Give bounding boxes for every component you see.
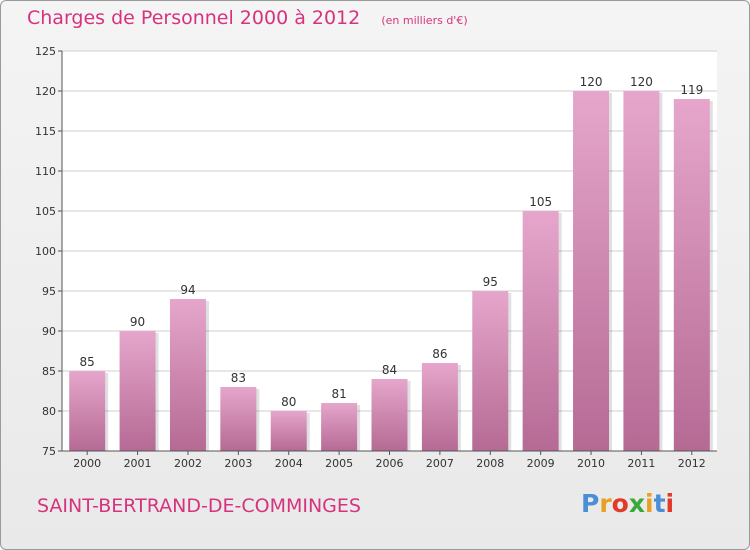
commune-name: SAINT-BERTRAND-DE-COMMINGES [37,495,361,517]
x-axis-ticks: 2000 2001 2002 2003 2004 2005 2006 2007 2008 2009… [73,451,706,470]
bar-2004 [270,411,307,451]
y-tick-label: 80 [42,405,56,418]
x-tick-label: 2008 [476,457,504,470]
data-label: 85 [80,355,95,369]
x-tick-label: 2006 [376,457,404,470]
bar-2005 [321,403,358,451]
data-label: 119 [680,83,703,97]
y-tick-label: 90 [42,325,56,338]
bar-2008 [472,291,509,451]
logo-letter: i [645,489,654,518]
y-tick-label: 115 [35,125,56,138]
data-label: 83 [231,371,246,385]
logo-letter: r [599,489,612,518]
y-tick-label: 110 [35,165,56,178]
y-tick-label: 95 [42,285,56,298]
y-tick-label: 85 [42,365,56,378]
data-label: 94 [180,283,195,297]
y-tick-label: 75 [42,445,56,458]
x-tick-label: 2002 [174,457,202,470]
x-tick-label: 2004 [275,457,303,470]
y-tick-label: 125 [35,45,56,58]
x-tick-label: 2000 [73,457,101,470]
bar-2011 [623,91,660,451]
bar-2006 [371,379,408,451]
x-tick-label: 2009 [527,457,555,470]
y-tick-label: 120 [35,85,56,98]
data-label: 90 [130,315,145,329]
title-row: Charges de Personnel 2000 à 2012 (en mil… [27,7,468,29]
bar-2012 [673,99,710,451]
bar-2007 [421,363,458,451]
chart-title: Charges de Personnel 2000 à 2012 [27,7,361,29]
x-tick-label: 2012 [678,457,706,470]
data-label: 105 [529,195,552,209]
y-tick-label: 100 [35,245,56,258]
data-label: 80 [281,395,296,409]
logo-letter: o [611,489,629,518]
chart-subtitle: (en milliers d'€) [381,14,468,27]
x-tick-label: 2001 [124,457,152,470]
bar-2003 [220,387,257,451]
bars: 85 90 94 83 80 81 84 86 95 105 120 120 119 [69,75,713,451]
x-tick-label: 2011 [627,457,655,470]
logo-letter: P [581,489,600,518]
data-label: 81 [331,387,346,401]
logo-letter: x [628,489,645,518]
y-axis-ticks: 75 80 85 90 95 100 105 110 115 120 125 [35,45,62,458]
y-tick-label: 105 [35,205,56,218]
x-tick-label: 2007 [426,457,454,470]
data-label: 84 [382,363,397,377]
data-label: 95 [483,275,498,289]
data-label: 86 [432,347,447,361]
x-tick-label: 2003 [224,457,252,470]
bar-2009 [522,211,559,451]
x-tick-label: 2005 [325,457,353,470]
bar-2000 [69,371,106,451]
bar-2002 [169,299,206,451]
bar-2010 [573,91,610,451]
logo-letter: t [653,489,666,518]
logo-letter: i [665,489,675,518]
bar-2001 [119,331,156,451]
data-label: 120 [630,75,653,89]
data-label: 120 [580,75,603,89]
x-tick-label: 2010 [577,457,605,470]
proxiti-logo: Proxiti [581,489,674,518]
